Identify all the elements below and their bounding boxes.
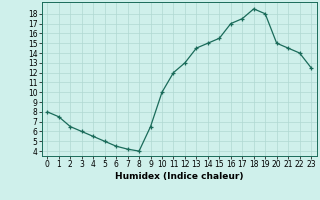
X-axis label: Humidex (Indice chaleur): Humidex (Indice chaleur) — [115, 172, 244, 181]
